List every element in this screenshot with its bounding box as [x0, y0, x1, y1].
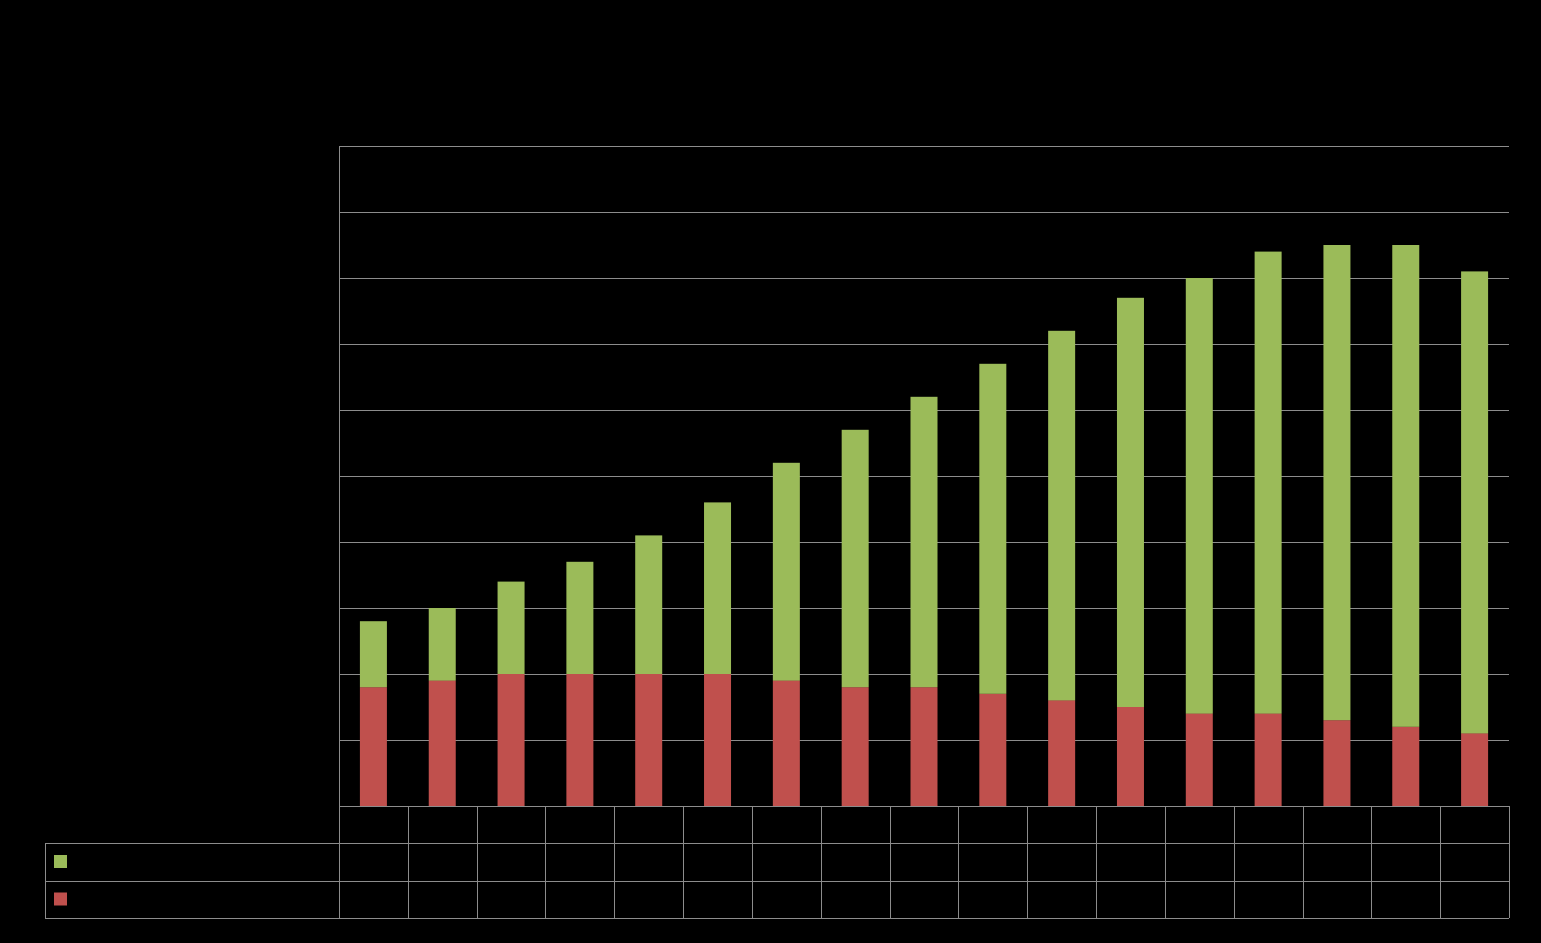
bar-series1-cat13	[1185, 713, 1213, 806]
bar-series1-cat2	[428, 680, 456, 806]
bar-series1-cat6	[704, 674, 732, 806]
bar-series2-cat7	[772, 462, 800, 681]
bar-series1-cat3	[497, 674, 525, 806]
legend-key-series2	[54, 855, 67, 868]
bar-series1-cat4	[566, 674, 594, 806]
bar-series1-cat9	[910, 687, 938, 806]
bar-series2-cat11	[1048, 330, 1076, 701]
bar-series1-cat17	[1461, 733, 1489, 806]
legend-key-series1	[54, 892, 67, 906]
bars	[359, 245, 1489, 806]
bar-series1-cat1	[359, 687, 387, 806]
bar-series2-cat8	[841, 429, 869, 688]
bar-series2-cat14	[1254, 251, 1282, 714]
bar-series1-cat12	[1116, 707, 1144, 806]
bar-series2-cat17	[1461, 271, 1489, 734]
bar-series2-cat10	[979, 363, 1007, 694]
bar-series2-cat12	[1116, 297, 1144, 707]
bar-series2-cat15	[1323, 245, 1351, 721]
bar-series1-cat8	[841, 687, 869, 806]
bar-series2-cat3	[497, 581, 525, 674]
bar-series1-cat10	[979, 693, 1007, 806]
bar-series2-cat16	[1392, 245, 1420, 727]
bar-series1-cat14	[1254, 713, 1282, 806]
data-table	[45, 806, 1510, 919]
bar-series1-cat15	[1323, 720, 1351, 806]
bar-series2-cat5	[635, 535, 663, 674]
bar-series2-cat1	[359, 621, 387, 688]
bar-series2-cat13	[1185, 278, 1213, 714]
bar-series2-cat2	[428, 608, 456, 681]
bar-series2-cat4	[566, 561, 594, 674]
bar-series1-cat11	[1048, 700, 1076, 806]
bar-series2-cat9	[910, 396, 938, 688]
bar-series1-cat7	[772, 680, 800, 806]
bar-series2-cat6	[704, 502, 732, 674]
bar-series1-cat16	[1392, 726, 1420, 806]
bar-series1-cat5	[635, 674, 663, 806]
